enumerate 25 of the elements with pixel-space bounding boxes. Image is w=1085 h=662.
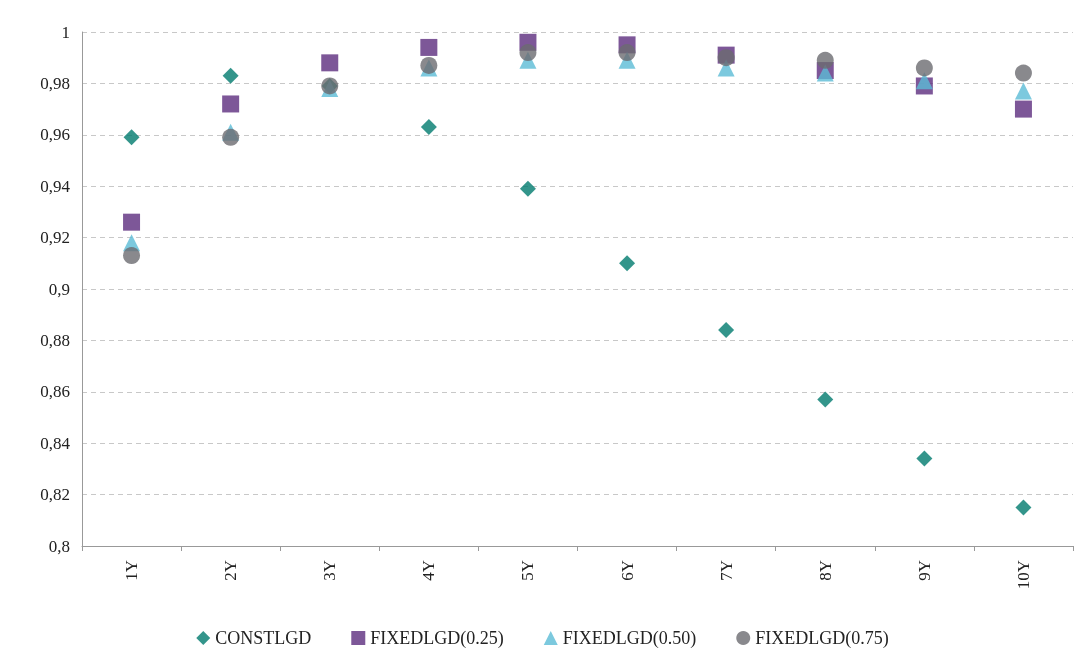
- y-tick-label: 0,82: [40, 485, 70, 505]
- y-tick-label: 0,86: [40, 382, 70, 402]
- legend-label: FIXEDLGD(0.50): [562, 628, 697, 649]
- y-tick-label: 0,9: [48, 279, 70, 299]
- x-tick-label: 4Y: [419, 560, 439, 581]
- x-tick-label: 5Y: [518, 560, 538, 581]
- x-tick-label: 7Y: [716, 560, 736, 581]
- y-tick-label: 0,98: [40, 73, 70, 93]
- x-tick-label: 10Y: [1013, 560, 1033, 590]
- legend-label: CONSTLGD: [215, 628, 312, 648]
- x-tick-label: 1Y: [122, 560, 142, 581]
- y-tick-label: 1: [61, 22, 70, 42]
- y-tick-label: 0,96: [40, 125, 70, 145]
- x-tick-label: 3Y: [320, 560, 340, 581]
- y-tick-label: 0,92: [40, 228, 70, 248]
- x-tick-label: 8Y: [815, 560, 835, 581]
- x-tick-label: 9Y: [914, 560, 934, 581]
- y-tick-label: 0,88: [40, 330, 70, 350]
- x-tick-label: 6Y: [617, 560, 637, 581]
- y-tick-label: 0,94: [40, 176, 71, 196]
- legend-label: FIXEDLGD(0.25): [370, 628, 504, 649]
- y-tick-label: 0,8: [48, 536, 70, 556]
- x-tick-label: 2Y: [221, 560, 241, 581]
- legend-label: FIXEDLGD(0.75): [755, 628, 889, 649]
- y-tick-label: 0,84: [40, 433, 71, 453]
